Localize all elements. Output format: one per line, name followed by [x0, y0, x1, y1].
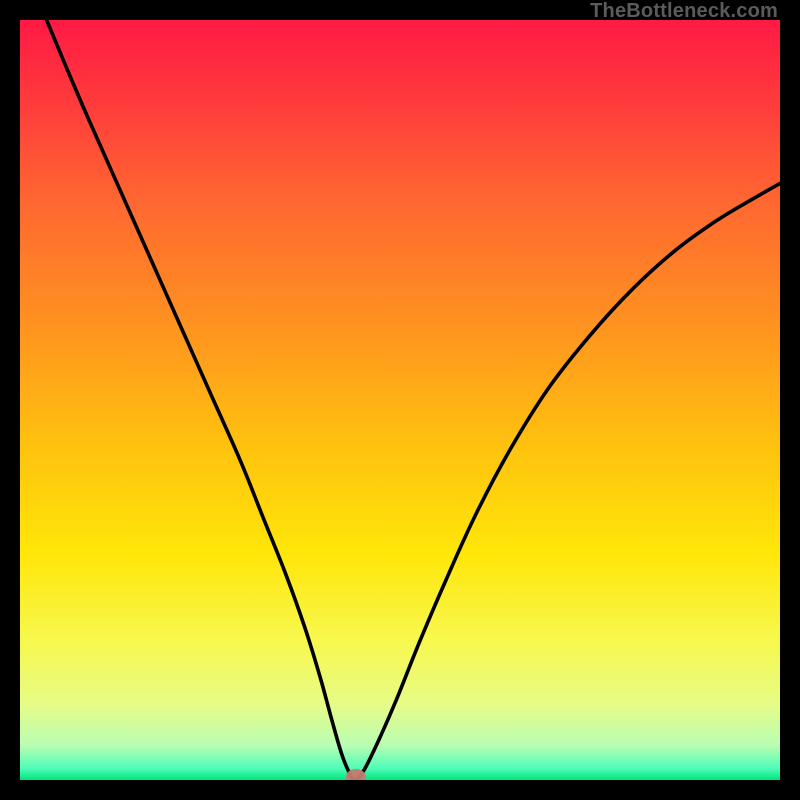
plot-area — [20, 20, 780, 780]
watermark-text: TheBottleneck.com — [590, 0, 778, 23]
chart-frame: TheBottleneck.com — [0, 0, 800, 800]
bottleneck-curve — [20, 20, 780, 780]
